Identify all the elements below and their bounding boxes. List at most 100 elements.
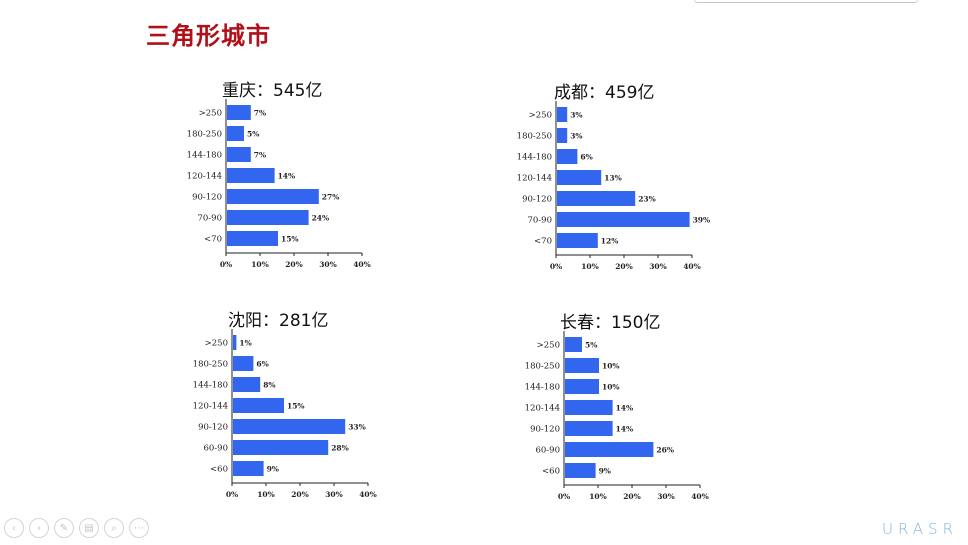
category-label: 144-180	[525, 383, 560, 393]
bar	[565, 400, 613, 415]
bar	[233, 398, 284, 413]
chart-chongqing: 重庆：545亿 >250 7% 180-250 5% 144-180 7% 120-144 1…	[187, 76, 390, 276]
x-tick-label: 30%	[657, 492, 675, 501]
bar	[227, 189, 319, 204]
x-tick-label: 10%	[589, 492, 607, 501]
category-label: >250	[205, 339, 228, 349]
bar	[233, 335, 237, 350]
chart-title: 沈阳：281亿	[228, 311, 329, 331]
data-label: 27%	[322, 193, 340, 202]
bar	[233, 356, 254, 371]
category-label: 120-144	[193, 402, 228, 412]
chart-title: 长春：150亿	[560, 313, 661, 333]
data-label: 26%	[656, 446, 674, 455]
data-label: 5%	[585, 341, 597, 350]
data-label: 8%	[263, 381, 275, 390]
magnifier-icon: ⌕	[111, 522, 117, 534]
chart-chengdu: 成都：459亿 >250 3% 180-250 3% 144-180 6% 120-144 1…	[517, 78, 720, 278]
bar	[227, 168, 275, 183]
category-label: >250	[199, 109, 222, 119]
x-tick-label: 0%	[226, 490, 238, 499]
data-label: 3%	[570, 111, 582, 120]
chevron-left-icon: ‹	[12, 522, 16, 534]
chart-shenyang: 沈阳：281亿 >250 1% 180-250 6% 144-180 8% 120-144 1…	[193, 306, 396, 506]
category-label: <70	[534, 237, 552, 247]
category-label: 90-120	[530, 425, 560, 435]
bar	[557, 191, 636, 206]
bar	[233, 440, 329, 455]
data-label: 14%	[278, 172, 296, 181]
more-button[interactable]: ⋯	[129, 518, 149, 538]
category-label: <60	[210, 465, 228, 475]
category-label: <70	[204, 235, 222, 245]
data-label: 9%	[599, 467, 611, 476]
category-label: >250	[529, 111, 552, 121]
chart-changchun: 长春：150亿 >250 5% 180-250 10% 144-180 10% 120-14…	[525, 308, 728, 508]
category-label: 120-144	[187, 172, 222, 182]
bar	[227, 126, 244, 141]
x-tick-label: 20%	[623, 492, 641, 501]
category-label: 90-120	[522, 195, 552, 205]
bar	[557, 170, 602, 185]
x-tick-label: 20%	[285, 260, 303, 269]
bar	[557, 128, 568, 143]
bar	[227, 231, 278, 246]
bar	[565, 463, 596, 478]
data-label: 13%	[604, 174, 622, 183]
bar	[557, 107, 568, 122]
data-label: 10%	[602, 383, 620, 392]
x-tick-label: 0%	[550, 262, 562, 271]
x-tick-label: 10%	[581, 262, 599, 271]
bar	[565, 337, 582, 352]
bar	[227, 105, 251, 120]
category-label: 180-250	[525, 362, 560, 372]
brand-logo: URASR	[882, 520, 958, 538]
bar	[227, 147, 251, 162]
data-label: 14%	[616, 425, 634, 434]
category-label: >250	[537, 341, 560, 351]
chart-svg: >250 3% 180-250 3% 144-180 6% 120-144 13% 90-120…	[517, 101, 711, 271]
top-tab-edge	[694, 0, 918, 3]
x-tick-label: 10%	[257, 490, 275, 499]
x-tick-label: 40%	[359, 490, 377, 499]
bar	[557, 149, 578, 164]
prev-button[interactable]: ‹	[4, 518, 24, 538]
data-label: 3%	[570, 132, 582, 141]
slideshow-controls: ‹ › ✎ ▤ ⌕ ⋯	[4, 518, 149, 542]
slides-button[interactable]: ▤	[79, 518, 99, 538]
chart-svg: >250 1% 180-250 6% 144-180 8% 120-144 15% 90-120…	[193, 329, 377, 499]
category-label: 180-250	[517, 132, 552, 142]
category-label: 180-250	[187, 130, 222, 140]
data-label: 7%	[254, 109, 266, 118]
zoom-button[interactable]: ⌕	[104, 518, 124, 538]
bar	[565, 379, 599, 394]
x-tick-label: 10%	[251, 260, 269, 269]
bar	[233, 377, 261, 392]
data-label: 10%	[602, 362, 620, 371]
data-label: 1%	[239, 339, 251, 348]
chart-svg: >250 7% 180-250 5% 144-180 7% 120-144 14% 90-120…	[187, 99, 371, 269]
pen-button[interactable]: ✎	[54, 518, 74, 538]
bar	[565, 358, 599, 373]
data-label: 39%	[693, 216, 711, 225]
data-label: 7%	[254, 151, 266, 160]
x-tick-label: 40%	[353, 260, 371, 269]
next-button[interactable]: ›	[29, 518, 49, 538]
slide-title: 三角形城市	[146, 22, 271, 50]
x-tick-label: 30%	[319, 260, 337, 269]
data-label: 33%	[348, 423, 366, 432]
bar	[233, 419, 346, 434]
bar	[565, 421, 613, 436]
category-label: 60-90	[535, 446, 560, 456]
data-label: 23%	[638, 195, 656, 204]
category-label: 70-90	[197, 214, 222, 224]
x-tick-label: 0%	[220, 260, 232, 269]
data-label: 6%	[580, 153, 592, 162]
bar	[565, 442, 654, 457]
data-label: 9%	[267, 465, 279, 474]
data-label: 14%	[616, 404, 634, 413]
chevron-right-icon: ›	[37, 522, 41, 534]
x-tick-label: 0%	[558, 492, 570, 501]
bar	[557, 233, 598, 248]
chart-title: 重庆：545亿	[222, 81, 323, 101]
